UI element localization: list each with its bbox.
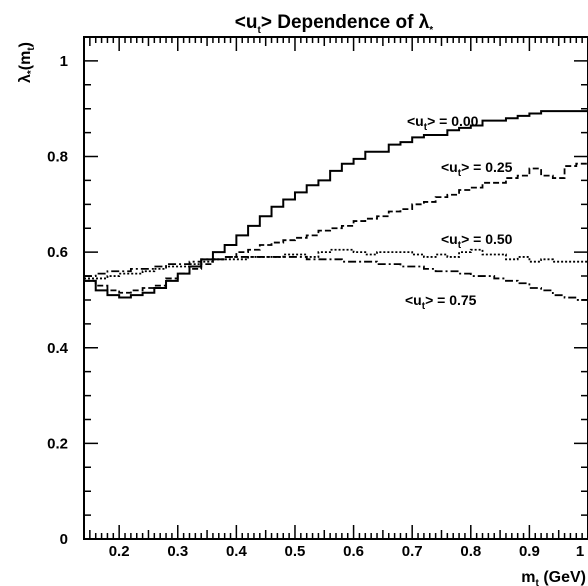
tick-marks bbox=[83, 36, 588, 540]
y-tick-label: 0.2 bbox=[47, 435, 68, 452]
x-tick-label: 0.4 bbox=[226, 543, 248, 560]
series-line-3 bbox=[84, 256, 588, 301]
series-line-0 bbox=[84, 110, 588, 299]
y-axis-label: λ*(mt) bbox=[17, 42, 37, 83]
x-tick-label: 0.5 bbox=[285, 543, 306, 560]
y-tick-label: 0.6 bbox=[47, 244, 68, 261]
axis-ticks bbox=[83, 36, 588, 540]
series-label-0: <ut> = 0.00 bbox=[407, 113, 479, 133]
y-tick-label: 0 bbox=[60, 531, 68, 548]
series-line-2 bbox=[84, 248, 588, 280]
y-tick-labels: 0 0.2 0.4 0.6 0.8 1 bbox=[47, 53, 69, 548]
y-tick-label: 1 bbox=[60, 53, 68, 70]
series-label-1: <ut> = 0.25 bbox=[441, 159, 513, 179]
chart-title: <ut> Dependence of λ* bbox=[235, 12, 433, 36]
x-tick-label: 0.3 bbox=[167, 543, 188, 560]
x-tick-label: 1 bbox=[576, 543, 584, 560]
x-tick-label: 0.8 bbox=[460, 543, 481, 560]
series-line-1 bbox=[84, 162, 588, 294]
x-tick-label: 0.2 bbox=[109, 543, 130, 560]
x-axis-label: mt (GeV) bbox=[521, 569, 586, 586]
y-tick-label: 0.4 bbox=[47, 340, 69, 357]
x-tick-label: 0.9 bbox=[519, 543, 540, 560]
y-tick-label: 0.8 bbox=[47, 149, 68, 166]
series-group bbox=[84, 110, 588, 301]
series-label-2: <ut> = 0.50 bbox=[441, 231, 513, 251]
x-tick-label: 0.6 bbox=[343, 543, 364, 560]
x-tick-labels: 0.2 0.3 0.4 0.5 0.6 0.7 0.8 0.9 1 bbox=[109, 543, 584, 560]
x-tick-label: 0.7 bbox=[402, 543, 423, 560]
series-label-3: <ut> = 0.75 bbox=[405, 292, 477, 312]
